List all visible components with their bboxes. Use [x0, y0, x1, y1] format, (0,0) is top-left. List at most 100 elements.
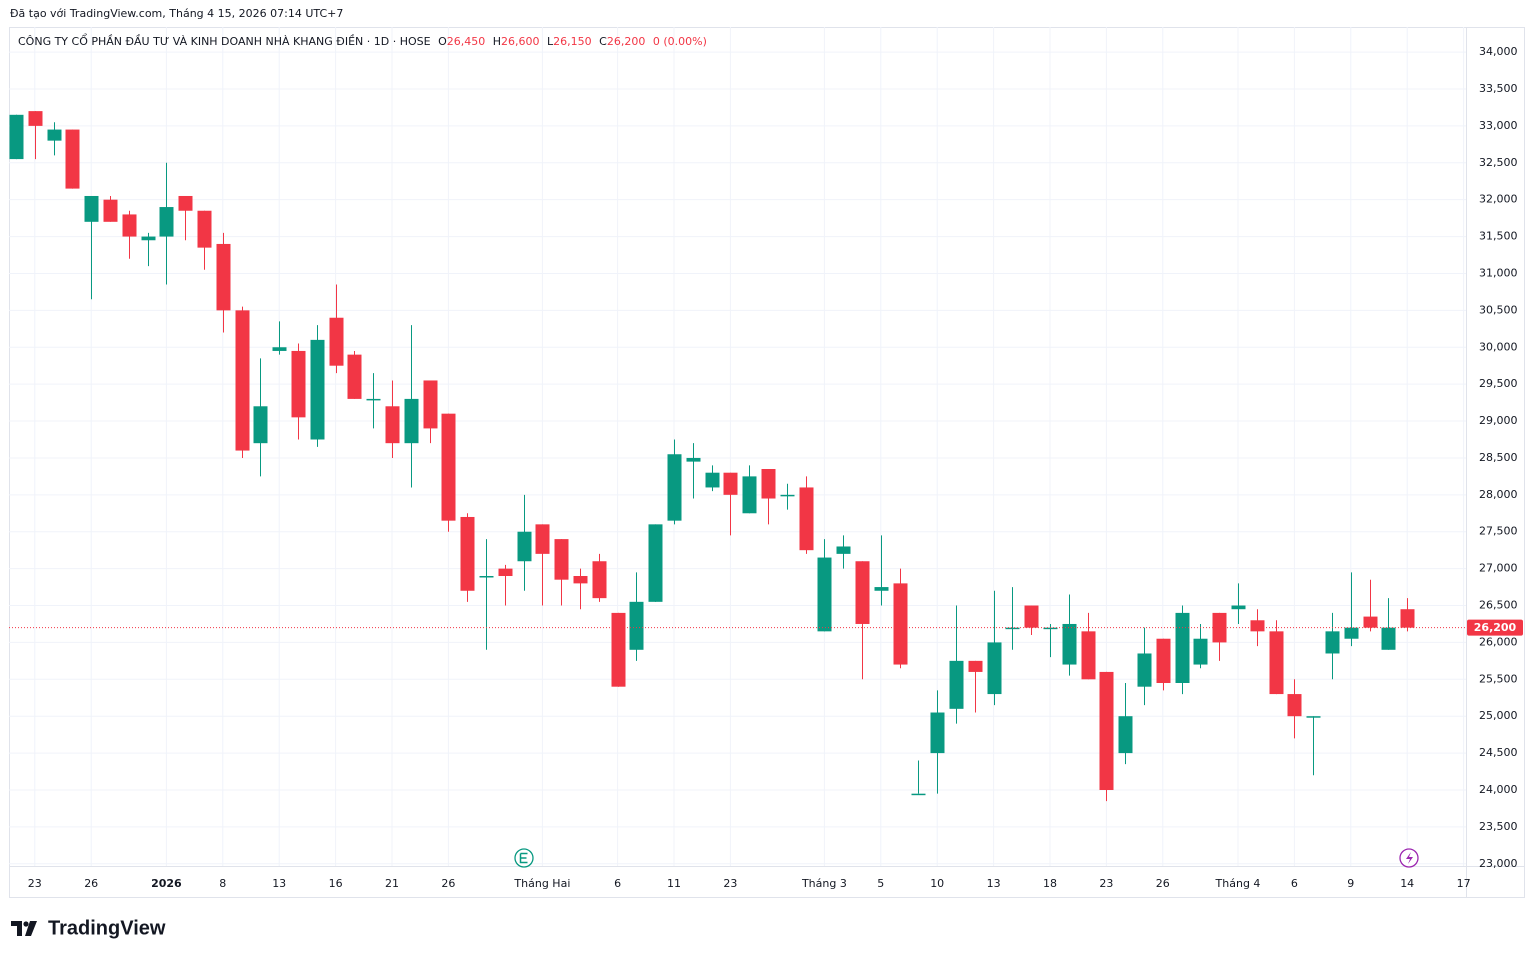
change: 0 (0.00%) [653, 35, 707, 48]
y-tick-label: 33,500 [1479, 82, 1518, 95]
candle-body [1287, 694, 1302, 717]
candle-body [1269, 631, 1284, 695]
y-tick-label: 32,000 [1479, 193, 1518, 206]
y-tick-label: 26,500 [1479, 599, 1518, 612]
candle-body [235, 310, 250, 451]
y-tick-label: 24,500 [1479, 746, 1518, 759]
symbol-title: CÔNG TY CỔ PHẦN ĐẦU TƯ VÀ KINH DOANH NHÀ… [18, 33, 431, 48]
candle-body [968, 660, 983, 672]
candle-body [855, 561, 870, 624]
candle-body [930, 712, 945, 754]
candle-body [1400, 609, 1415, 628]
candle-body [836, 546, 851, 554]
y-tick-label: 23,500 [1479, 820, 1518, 833]
candle-body [1137, 653, 1152, 687]
last-price-box [1467, 619, 1523, 636]
x-tick-label: 18 [1043, 877, 1057, 890]
candle-body [629, 601, 644, 650]
x-tick-label: 21 [385, 877, 399, 890]
candle-body [1099, 671, 1114, 790]
candle-body [1325, 631, 1340, 654]
y-tick-label: 26,000 [1479, 635, 1518, 648]
candle-body [272, 347, 287, 351]
logo-shape [11, 921, 22, 936]
candle-body [573, 576, 588, 584]
candle-body [84, 195, 99, 222]
candle-body [1306, 716, 1321, 718]
y-tick-label: 29,000 [1479, 414, 1518, 427]
candle-body [498, 568, 513, 577]
candle-body [761, 469, 776, 499]
logo-shape [25, 921, 37, 936]
candles [9, 111, 1466, 802]
candle-body [347, 354, 362, 399]
candle-body [1231, 605, 1246, 610]
candle-body [1193, 638, 1208, 665]
y-tick-label: 24,000 [1479, 783, 1518, 796]
candle-body [385, 406, 400, 444]
axis-labels: 23,000 23,500 24,000 24,500 25,000 25,500 26,0… [28, 45, 1523, 890]
y-tick-label: 31,500 [1479, 230, 1518, 243]
x-tick-label: 14 [1400, 877, 1414, 890]
y-tick-label: 33,000 [1479, 119, 1518, 132]
candle-body [141, 236, 156, 241]
y-tick-label: 27,500 [1479, 525, 1518, 538]
x-tick-label: Tháng 4 [1215, 877, 1261, 890]
candle-body [987, 642, 1002, 695]
c-label: C [599, 35, 607, 48]
x-tick-label: 17 [1457, 877, 1471, 890]
candle-body [1118, 716, 1133, 754]
y-tick-label: 28,000 [1479, 488, 1518, 501]
y-tick-label: 31,000 [1479, 266, 1518, 279]
candle-body [1005, 627, 1020, 630]
candle-body [460, 516, 475, 591]
x-tick-label: 6 [614, 877, 621, 890]
event-icon[interactable] [1399, 848, 1419, 868]
earnings-icon[interactable] [514, 848, 534, 868]
x-tick-label: 13 [987, 877, 1001, 890]
x-tick-label: 8 [219, 877, 226, 890]
candle-body [1024, 605, 1039, 628]
o-label: O [438, 35, 447, 48]
frame [9, 27, 1525, 898]
y-tick-label: 25,000 [1479, 709, 1518, 722]
candle-body [874, 587, 889, 591]
o-value: 26,450 [447, 35, 486, 48]
candle-body [9, 114, 24, 160]
candle-body [667, 454, 682, 521]
last-price-label: 26,200 [1474, 621, 1517, 634]
x-tick-label: 23 [1099, 877, 1113, 890]
candle-body [423, 380, 438, 429]
candle-body [1156, 638, 1171, 683]
candle-body [1381, 627, 1396, 650]
candle-body [817, 557, 832, 632]
candle-body [65, 129, 80, 189]
x-tick-label: 16 [329, 877, 343, 890]
candle-body [1175, 612, 1190, 683]
candle-body [780, 494, 795, 497]
x-tick-label: 6 [1291, 877, 1298, 890]
candle-body [103, 199, 118, 222]
candle-body [366, 398, 381, 401]
x-tick-label: 13 [272, 877, 286, 890]
candle-body [911, 793, 926, 796]
candle-body [1363, 616, 1378, 628]
y-tick-label: 30,000 [1479, 340, 1518, 353]
candle-body [159, 207, 174, 237]
x-tick-label: 2026 [151, 877, 182, 890]
y-tick-label: 28,500 [1479, 451, 1518, 464]
logo-dot [23, 921, 29, 927]
candle-body [611, 612, 626, 687]
candle-body [216, 243, 231, 311]
candle-body [28, 111, 43, 126]
candle-body [517, 531, 532, 562]
x-tick-label: 26 [441, 877, 455, 890]
candle-body [253, 406, 268, 444]
l-label: L [547, 35, 554, 48]
candle-body [310, 339, 325, 440]
candle-body [742, 476, 757, 514]
candle-body [479, 576, 494, 578]
grid [9, 27, 1466, 866]
x-tick-label: 23 [28, 877, 42, 890]
